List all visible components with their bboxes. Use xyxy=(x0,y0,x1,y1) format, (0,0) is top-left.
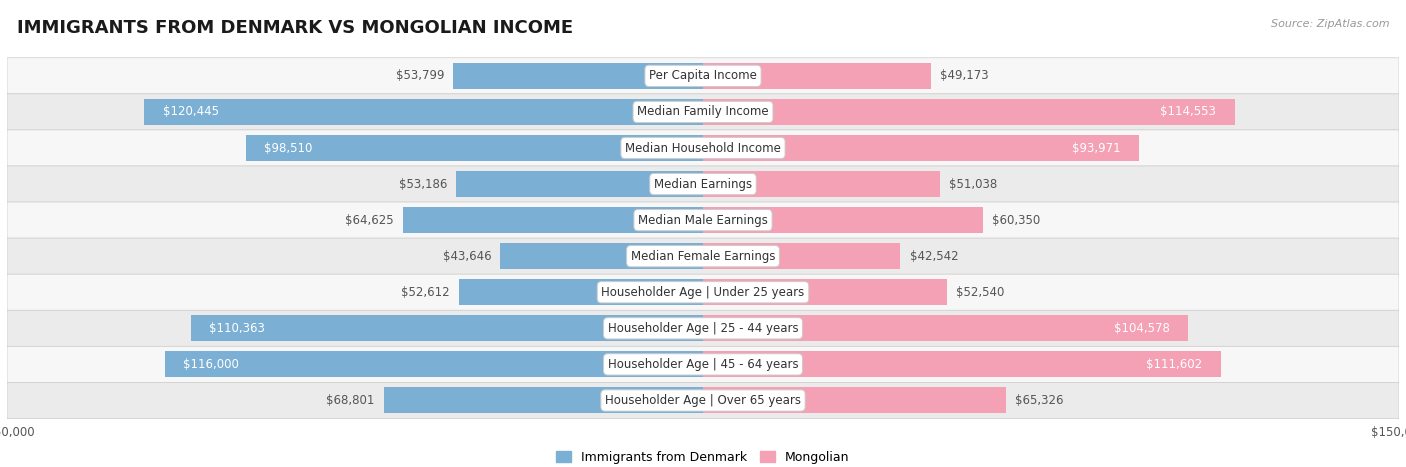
Text: $111,602: $111,602 xyxy=(1146,358,1202,371)
Text: $43,646: $43,646 xyxy=(443,250,491,263)
FancyBboxPatch shape xyxy=(7,274,1399,311)
Text: $49,173: $49,173 xyxy=(941,70,988,82)
Text: Median Family Income: Median Family Income xyxy=(637,106,769,119)
Text: Householder Age | 45 - 64 years: Householder Age | 45 - 64 years xyxy=(607,358,799,371)
Text: $53,799: $53,799 xyxy=(395,70,444,82)
FancyBboxPatch shape xyxy=(7,58,1399,94)
FancyBboxPatch shape xyxy=(7,202,1399,238)
Bar xyxy=(145,99,703,125)
Bar xyxy=(703,388,1007,413)
Bar xyxy=(404,207,703,233)
Text: Source: ZipAtlas.com: Source: ZipAtlas.com xyxy=(1271,19,1389,28)
Bar xyxy=(246,135,703,161)
Bar xyxy=(501,243,703,269)
Text: Householder Age | Over 65 years: Householder Age | Over 65 years xyxy=(605,394,801,407)
Bar xyxy=(384,388,703,413)
Text: $60,350: $60,350 xyxy=(993,213,1040,226)
Text: IMMIGRANTS FROM DENMARK VS MONGOLIAN INCOME: IMMIGRANTS FROM DENMARK VS MONGOLIAN INC… xyxy=(17,19,574,37)
FancyBboxPatch shape xyxy=(7,166,1399,202)
Bar xyxy=(453,63,703,89)
Bar xyxy=(703,279,946,305)
Text: $68,801: $68,801 xyxy=(326,394,374,407)
Text: Per Capita Income: Per Capita Income xyxy=(650,70,756,82)
Text: $53,186: $53,186 xyxy=(398,177,447,191)
FancyBboxPatch shape xyxy=(7,238,1399,274)
Text: $51,038: $51,038 xyxy=(949,177,997,191)
Text: $93,971: $93,971 xyxy=(1071,142,1121,155)
Bar xyxy=(703,63,931,89)
Bar xyxy=(703,99,1234,125)
Bar xyxy=(458,279,703,305)
Text: $52,540: $52,540 xyxy=(956,286,1004,299)
Text: Median Male Earnings: Median Male Earnings xyxy=(638,213,768,226)
Bar xyxy=(191,315,703,341)
Text: $116,000: $116,000 xyxy=(183,358,239,371)
FancyBboxPatch shape xyxy=(7,347,1399,382)
Bar xyxy=(703,351,1220,377)
Text: $52,612: $52,612 xyxy=(401,286,450,299)
Bar xyxy=(703,171,939,197)
Text: Median Female Earnings: Median Female Earnings xyxy=(631,250,775,263)
Text: $98,510: $98,510 xyxy=(264,142,314,155)
FancyBboxPatch shape xyxy=(7,130,1399,166)
Legend: Immigrants from Denmark, Mongolian: Immigrants from Denmark, Mongolian xyxy=(551,446,855,467)
Text: Median Earnings: Median Earnings xyxy=(654,177,752,191)
FancyBboxPatch shape xyxy=(7,310,1399,347)
FancyBboxPatch shape xyxy=(7,94,1399,130)
Text: $114,553: $114,553 xyxy=(1160,106,1216,119)
Text: $104,578: $104,578 xyxy=(1114,322,1170,335)
Text: Median Household Income: Median Household Income xyxy=(626,142,780,155)
Text: $42,542: $42,542 xyxy=(910,250,959,263)
Text: $64,625: $64,625 xyxy=(346,213,394,226)
Bar xyxy=(703,135,1139,161)
Bar xyxy=(165,351,703,377)
Text: Householder Age | 25 - 44 years: Householder Age | 25 - 44 years xyxy=(607,322,799,335)
Text: $110,363: $110,363 xyxy=(209,322,266,335)
Text: $65,326: $65,326 xyxy=(1015,394,1064,407)
Bar xyxy=(456,171,703,197)
Bar xyxy=(703,207,983,233)
Bar xyxy=(703,315,1188,341)
FancyBboxPatch shape xyxy=(7,382,1399,418)
Bar xyxy=(703,243,900,269)
Text: Householder Age | Under 25 years: Householder Age | Under 25 years xyxy=(602,286,804,299)
Text: $120,445: $120,445 xyxy=(163,106,219,119)
